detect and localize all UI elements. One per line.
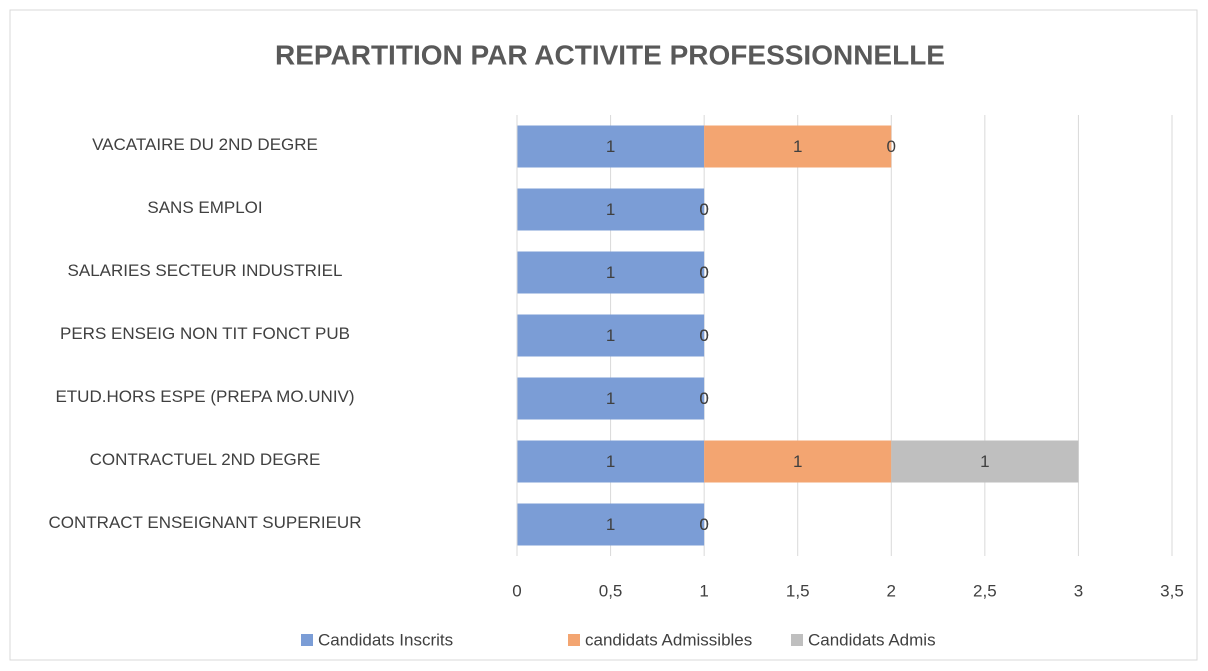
x-tick-label: 2 <box>887 581 896 600</box>
legend-label: Candidats Admis <box>808 630 936 649</box>
bar-segment <box>517 503 705 546</box>
x-tick-label: 3,5 <box>1160 581 1184 600</box>
data-label: 1 <box>606 200 615 219</box>
data-label: 0 <box>699 263 708 282</box>
legend-label: Candidats Inscrits <box>318 630 453 649</box>
x-tick-label: 2,5 <box>973 581 997 600</box>
chart-title: REPARTITION PAR ACTIVITE PROFESSIONNELLE <box>275 39 945 70</box>
x-tick-label: 0 <box>512 581 521 600</box>
y-tick-label: VACATAIRE DU 2ND DEGRE <box>92 135 318 154</box>
x-tick-label: 0,5 <box>599 581 623 600</box>
data-label: 1 <box>606 326 615 345</box>
y-tick-label: CONTRACT ENSEIGNANT SUPERIEUR <box>49 513 362 532</box>
bar-segment <box>517 251 705 294</box>
data-label: 0 <box>887 137 896 156</box>
data-label: 0 <box>699 326 708 345</box>
data-label: 0 <box>699 200 708 219</box>
x-tick-label: 1 <box>699 581 708 600</box>
data-label: 1 <box>606 515 615 534</box>
y-tick-label: SANS EMPLOI <box>147 198 262 217</box>
x-tick-label: 1,5 <box>786 581 810 600</box>
bar-segment <box>704 440 892 483</box>
bar-segment <box>517 377 705 420</box>
bar-segment <box>517 440 705 483</box>
legend-swatch <box>568 634 580 646</box>
data-label: 0 <box>699 389 708 408</box>
bar-segment <box>517 188 705 231</box>
data-label: 0 <box>699 263 708 282</box>
legend-swatch <box>301 634 313 646</box>
bar-segment <box>704 125 892 168</box>
data-label: 1 <box>606 137 615 156</box>
bar-segment <box>891 440 1079 483</box>
data-label: 1 <box>606 263 615 282</box>
bar-segment <box>517 125 705 168</box>
data-label: 0 <box>699 200 708 219</box>
data-label: 1 <box>793 137 802 156</box>
data-label: 0 <box>699 326 708 345</box>
y-tick-label: CONTRACTUEL 2ND DEGRE <box>90 450 321 469</box>
y-tick-label: ETUD.HORS ESPE (PREPA MO.UNIV) <box>55 387 354 406</box>
data-label: 1 <box>606 452 615 471</box>
y-tick-label: SALARIES SECTEUR INDUSTRIEL <box>68 261 343 280</box>
x-tick-label: 3 <box>1074 581 1083 600</box>
data-label: 1 <box>793 452 802 471</box>
legend-label: candidats Admissibles <box>585 630 752 649</box>
data-label: 1 <box>606 389 615 408</box>
bar-segment <box>517 314 705 357</box>
data-label: 1 <box>980 452 989 471</box>
legend-swatch <box>791 634 803 646</box>
data-label: 0 <box>699 515 708 534</box>
data-label: 0 <box>699 515 708 534</box>
data-label: 0 <box>699 389 708 408</box>
y-tick-label: PERS ENSEIG NON TIT FONCT PUB <box>60 324 350 343</box>
